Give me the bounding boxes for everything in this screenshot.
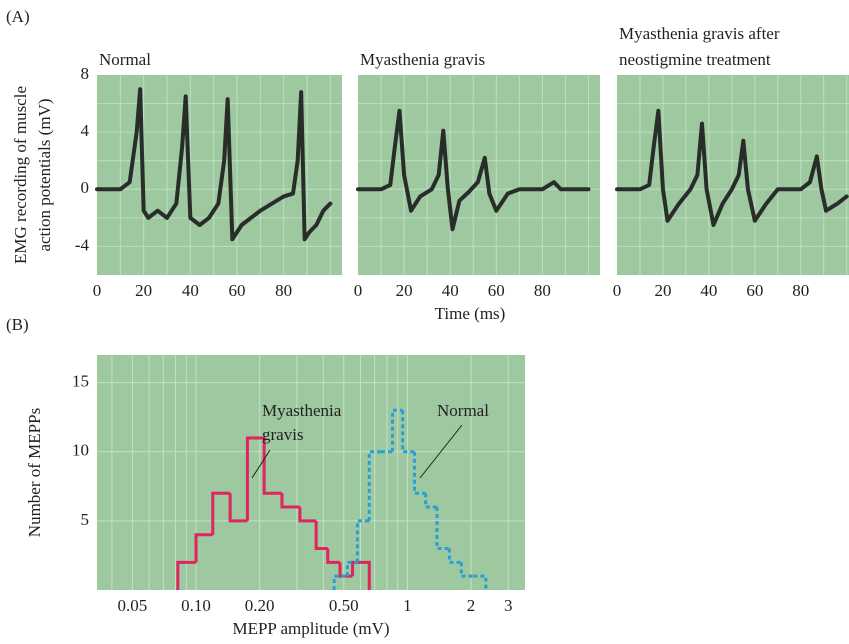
x-tick-label: 20 (654, 281, 671, 300)
annotation: Myasthenia (262, 401, 342, 420)
chart-title: neostigmine treatment (619, 50, 771, 69)
histogram-bin (401, 410, 415, 454)
x-tick-label: 0 (93, 281, 102, 300)
histogram-bin (424, 493, 437, 509)
x-tick-label: 1 (403, 596, 412, 615)
y-tick-label: -4 (75, 235, 90, 254)
x-tick-label: 3 (504, 596, 513, 615)
histogram-bin (228, 493, 248, 523)
x-tick-label: 40 (442, 281, 459, 300)
histogram-bin (298, 507, 317, 523)
x-tick-label: 80 (275, 281, 292, 300)
annotation: Normal (437, 401, 489, 420)
histogram-bin (355, 519, 370, 563)
y-tick-label: 15 (72, 372, 89, 391)
x-tick-label: 0 (613, 281, 622, 300)
x-axis-label: MEPP amplitude (mV) (232, 619, 389, 638)
x-tick-label: 40 (182, 281, 199, 300)
x-tick-label: 80 (534, 281, 551, 300)
x-tick-label: 80 (792, 281, 809, 300)
chart-title: Myasthenia gravis (360, 50, 485, 69)
y-axis-label: EMG recording of muscle (11, 86, 30, 264)
x-tick-label: 20 (135, 281, 152, 300)
x-tick-label: 60 (229, 281, 246, 300)
histogram-bin (245, 436, 265, 521)
x-tick-label: 0.50 (329, 596, 359, 615)
annotation-pointer (419, 424, 463, 479)
histogram-bin (176, 560, 197, 590)
histogram-bin (447, 548, 462, 564)
histogram-bin (351, 560, 371, 590)
histogram-bin (211, 491, 231, 535)
emg-trace (615, 108, 849, 227)
x-tick-label: 0 (354, 281, 363, 300)
x-tick-label: 40 (700, 281, 717, 300)
chart-title: Normal (99, 50, 151, 69)
y-axis-label: Number of MEPPs (25, 408, 44, 537)
panel-label: (A) (6, 7, 30, 26)
histogram-bin (435, 507, 450, 551)
x-tick-label: 20 (396, 281, 413, 300)
x-tick-label: 0.20 (245, 596, 275, 615)
histogram-bin (367, 450, 382, 521)
panel-label: (B) (6, 315, 29, 334)
y-tick-label: 0 (81, 178, 90, 197)
x-tick-label: 0.05 (118, 596, 148, 615)
plot-area (97, 75, 342, 275)
histogram-bin (314, 520, 328, 551)
x-tick-label: 2 (467, 596, 476, 615)
chart-title: Myasthenia gravis after (619, 24, 780, 43)
histogram-bin (262, 437, 282, 495)
histogram-bin (280, 493, 300, 509)
y-tick-label: 5 (81, 510, 90, 529)
emg-trace (95, 87, 333, 242)
histogram-bin (194, 533, 213, 563)
y-axis-label: action potentials (mV) (35, 99, 54, 252)
plot-area (97, 355, 525, 590)
annotation: gravis (262, 425, 304, 444)
histogram-bin (459, 562, 474, 578)
histogram-bin (473, 574, 488, 590)
histogram-bin (332, 574, 348, 590)
x-tick-label: 0.10 (181, 596, 211, 615)
y-tick-label: 8 (81, 64, 90, 83)
x-tick-label: 60 (488, 281, 505, 300)
histogram-bin (326, 548, 341, 564)
y-tick-label: 4 (81, 121, 90, 140)
annotation-pointer (251, 449, 271, 479)
x-tick-label: 60 (746, 281, 763, 300)
emg-trace (356, 108, 591, 232)
y-tick-label: 10 (72, 441, 89, 460)
x-axis-label: Time (ms) (435, 304, 506, 323)
